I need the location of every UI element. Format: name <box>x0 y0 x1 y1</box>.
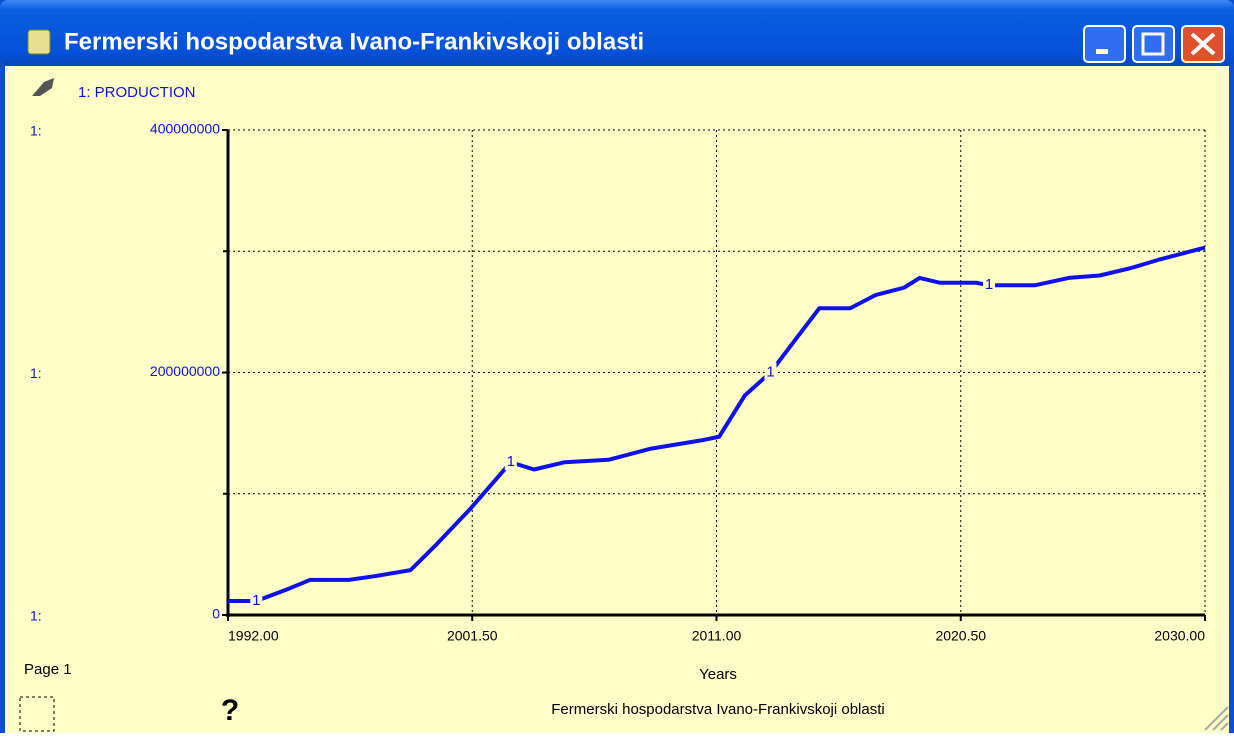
footer-title: Fermerski hospodarstva Ivano-Frankivskoj… <box>551 701 884 718</box>
client-area <box>5 66 1229 733</box>
minimize-glyph <box>1096 49 1108 54</box>
series-marker: 1 <box>507 453 515 470</box>
x-tick-label: 2030.00 <box>1154 628 1205 644</box>
window-title: Fermerski hospodarstva Ivano-Frankivskoj… <box>64 28 644 55</box>
title-bar <box>0 0 1234 66</box>
window-buttons[interactable] <box>1083 25 1225 63</box>
marker-bg <box>250 591 263 610</box>
series-line <box>228 245 1206 604</box>
series-marker: 1 <box>252 592 260 609</box>
maximize-glyph <box>1141 32 1165 56</box>
help-button[interactable]: ? <box>221 694 239 727</box>
marker-bg <box>983 275 996 294</box>
series-marker: 1 <box>766 363 774 380</box>
close-glyph <box>1190 32 1216 56</box>
axis-prefix: 1: <box>30 608 42 624</box>
x-tick-label: 2011.00 <box>692 628 742 644</box>
x-tick-label: 1992.00 <box>228 628 279 644</box>
page-label[interactable]: Page 1 <box>24 661 72 678</box>
corner-icon[interactable] <box>19 696 55 732</box>
axis-prefix: 1: <box>30 123 42 139</box>
pin-icon[interactable] <box>32 78 54 96</box>
x-axis-label: Years <box>699 666 737 683</box>
x-tick-label: 2020.50 <box>935 628 986 644</box>
axis-prefix: 1: <box>30 365 42 381</box>
marker-bg <box>504 452 517 471</box>
y-tick-label: 200000000 <box>150 363 220 379</box>
resize-grip[interactable] <box>1204 706 1229 731</box>
maximize-button[interactable] <box>1132 25 1175 63</box>
app-icon <box>27 29 51 55</box>
y-tick-label: 0 <box>212 606 220 622</box>
minimize-button[interactable] <box>1083 25 1126 63</box>
marker-bg <box>764 362 777 381</box>
legend-entry: 1: PRODUCTION <box>78 84 196 101</box>
y-tick-label: 400000000 <box>150 121 220 137</box>
series-marker: 1 <box>985 276 993 293</box>
x-tick-label: 2001.50 <box>447 628 498 644</box>
